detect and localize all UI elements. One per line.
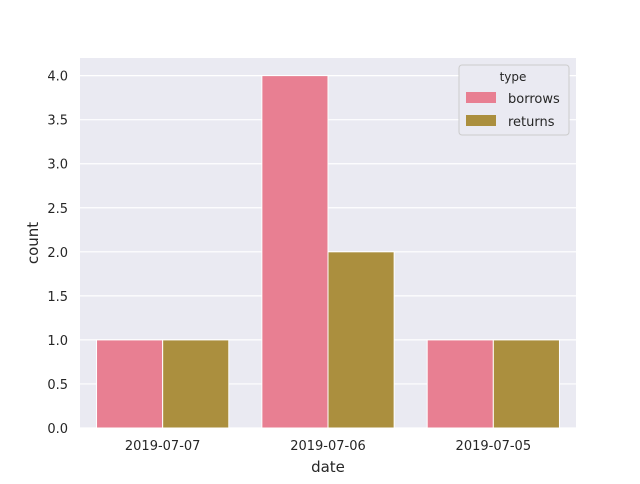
legend-label-borrows: borrows <box>508 92 560 107</box>
legend-label-returns: returns <box>508 115 555 130</box>
y-tick-label: 2.5 <box>47 202 68 217</box>
x-tick-labels: 2019-07-07 2019-07-06 2019-07-05 <box>125 439 531 454</box>
y-axis-label: count <box>24 222 42 264</box>
x-tick-label: 2019-07-05 <box>456 439 532 454</box>
bars <box>96 75 560 429</box>
y-tick-label: 2.0 <box>47 246 68 261</box>
y-tick-labels: 0.0 0.5 1.0 1.5 2.0 2.5 3.0 3.5 4.0 <box>47 70 68 437</box>
y-tick-label: 0.0 <box>47 422 68 437</box>
legend: type borrows returns <box>458 64 570 136</box>
bar-borrows-2019-07-06 <box>261 75 329 429</box>
bar-borrows-2019-07-07 <box>96 339 164 429</box>
y-tick-label: 3.0 <box>47 158 68 173</box>
bar-returns-2019-07-07 <box>162 339 230 429</box>
bar-returns-2019-07-06 <box>327 251 395 429</box>
y-tick-label: 3.5 <box>47 114 68 129</box>
legend-title: type <box>500 70 527 84</box>
x-tick-label: 2019-07-07 <box>125 439 201 454</box>
bar-returns-2019-07-05 <box>492 339 560 429</box>
y-tick-label: 1.5 <box>47 290 68 305</box>
x-axis-label: date <box>311 458 345 476</box>
bar-borrows-2019-07-05 <box>426 339 494 429</box>
y-tick-label: 0.5 <box>47 378 68 393</box>
legend-swatch-borrows <box>466 92 496 103</box>
y-tick-label: 4.0 <box>47 70 68 85</box>
legend-swatch-returns <box>466 115 496 126</box>
y-tick-label: 1.0 <box>47 334 68 349</box>
x-tick-label: 2019-07-06 <box>290 439 366 454</box>
